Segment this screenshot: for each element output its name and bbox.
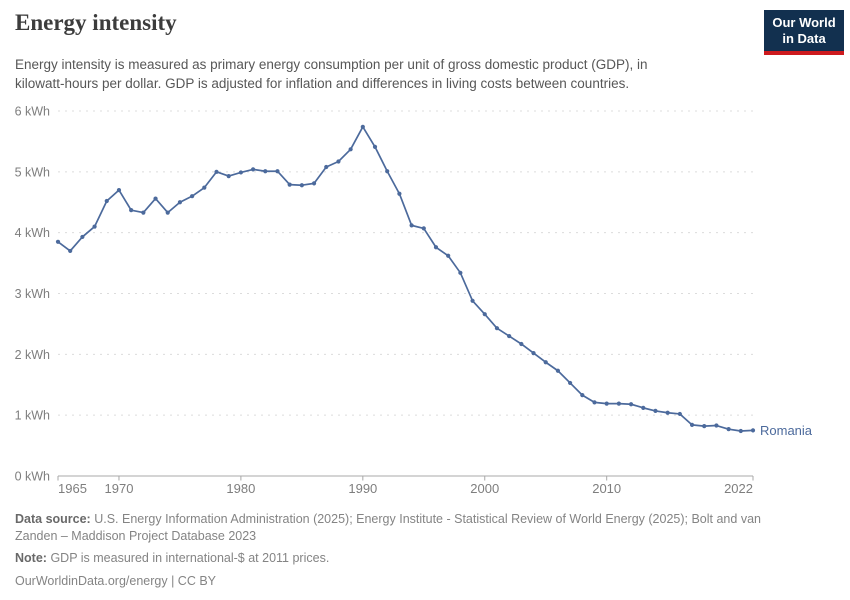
data-point[interactable] (750, 428, 756, 433)
x-axis-tick-label: 2000 (470, 481, 499, 496)
data-point[interactable] (628, 402, 634, 407)
data-point[interactable] (433, 245, 439, 250)
data-point[interactable] (421, 226, 426, 231)
data-point[interactable] (92, 224, 97, 229)
y-axis-tick-label: 4 kWh (15, 226, 50, 240)
data-point[interactable] (470, 298, 475, 303)
note-label: Note: (15, 551, 47, 565)
data-point[interactable] (665, 410, 670, 415)
data-point[interactable] (214, 169, 219, 174)
data-line-romania[interactable] (57, 125, 754, 432)
owid-logo-line1: Our World (772, 15, 836, 30)
data-point[interactable] (531, 351, 536, 356)
data-source-line: Data source: U.S. Energy Information Adm… (15, 511, 835, 545)
data-point[interactable] (726, 427, 731, 432)
x-axis-tick-label: 2010 (592, 481, 621, 496)
y-axis-tick-label: 2 kWh (15, 348, 50, 362)
chart-subtitle: Energy intensity is measured as primary … (15, 55, 755, 93)
page-title: Energy intensity (15, 10, 177, 35)
data-point[interactable] (482, 312, 487, 317)
data-point[interactable] (116, 187, 122, 193)
data-source-text-line2: Zanden – Maddison Project Database 2023 (15, 529, 257, 543)
data-point[interactable] (348, 147, 353, 152)
data-point[interactable] (141, 210, 146, 215)
data-point[interactable] (604, 401, 609, 406)
data-point[interactable] (202, 185, 207, 190)
data-point[interactable] (311, 181, 317, 186)
note-line: Note: GDP is measured in international-$… (15, 550, 835, 567)
data-point[interactable] (104, 198, 109, 204)
data-point[interactable] (555, 368, 561, 373)
data-point[interactable] (55, 239, 61, 244)
x-axis-tick-label: 2022 (724, 481, 753, 496)
data-point[interactable] (568, 380, 573, 386)
data-point[interactable] (677, 411, 682, 417)
data-point[interactable] (238, 170, 243, 175)
data-point[interactable] (385, 169, 390, 174)
data-point[interactable] (446, 253, 451, 258)
data-point[interactable] (68, 248, 73, 254)
data-point[interactable] (129, 208, 134, 213)
data-point[interactable] (519, 341, 524, 347)
data-point[interactable] (397, 191, 402, 196)
data-point[interactable] (165, 210, 170, 215)
data-point[interactable] (702, 424, 707, 429)
data-source-label: Data source: (15, 512, 91, 526)
x-axis-tick-label: 1970 (105, 481, 134, 496)
y-axis-tick-label: 3 kWh (15, 287, 50, 301)
data-point[interactable] (275, 169, 280, 174)
data-point[interactable] (409, 223, 414, 228)
data-point[interactable] (190, 194, 195, 199)
data-point[interactable] (689, 422, 695, 427)
data-point[interactable] (653, 408, 658, 414)
y-axis-tick-label: 5 kWh (15, 165, 50, 179)
data-point[interactable] (714, 423, 719, 428)
data-point[interactable] (80, 234, 85, 240)
citation-link[interactable]: OurWorldinData.org/energy | CC BY (15, 574, 217, 588)
y-axis-tick-label: 6 kWh (15, 105, 50, 119)
data-point[interactable] (641, 405, 646, 410)
note-text: GDP is measured in international-$ at 20… (50, 551, 330, 565)
x-axis-tick-label: 1980 (226, 481, 255, 496)
x-axis-tick-label: 1990 (348, 481, 377, 496)
data-point[interactable] (177, 200, 183, 205)
data-point[interactable] (458, 270, 463, 275)
owid-logo-line2: in Data (782, 31, 826, 46)
chart-area[interactable]: 0 kWh 1 kWh 2 kWh 3 kWh 4 kWh 5 kWh 6 kWh 1965 1… (0, 90, 850, 510)
chart-svg[interactable]: 0 kWh 1 kWh 2 kWh 3 kWh 4 kWh 5 kWh 6 kWh 1965 1… (0, 90, 850, 510)
data-point[interactable] (324, 164, 329, 170)
data-point[interactable] (336, 159, 341, 164)
data-point[interactable] (226, 173, 231, 179)
chart-footer: Data source: U.S. Energy Information Adm… (15, 511, 835, 590)
x-axis-tick-label: 1965 (58, 481, 87, 496)
data-point[interactable] (592, 400, 597, 405)
chart-subtitle-line1: Energy intensity is measured as primary … (15, 57, 648, 72)
data-point[interactable] (299, 183, 304, 188)
data-point[interactable] (543, 360, 548, 365)
data-point[interactable] (360, 124, 365, 129)
data-point[interactable] (580, 392, 585, 398)
data-point[interactable] (738, 428, 743, 434)
data-point[interactable] (263, 169, 268, 174)
y-axis-tick-label: 0 kWh (15, 470, 50, 484)
data-point[interactable] (494, 326, 500, 331)
series-end-label: Romania (760, 423, 813, 438)
data-source-text-line1: U.S. Energy Information Administration (… (94, 512, 761, 526)
data-point[interactable] (507, 333, 512, 339)
owid-logo[interactable]: Our World in Data (764, 10, 844, 55)
data-point[interactable] (250, 167, 256, 172)
chart-subtitle-line2: kilowatt-hours per dollar. GDP is adjust… (15, 76, 630, 91)
data-point[interactable] (153, 196, 158, 201)
data-point[interactable] (616, 401, 621, 406)
data-point[interactable] (372, 144, 378, 149)
data-point[interactable] (287, 182, 292, 187)
y-axis-tick-label: 1 kWh (15, 409, 50, 423)
